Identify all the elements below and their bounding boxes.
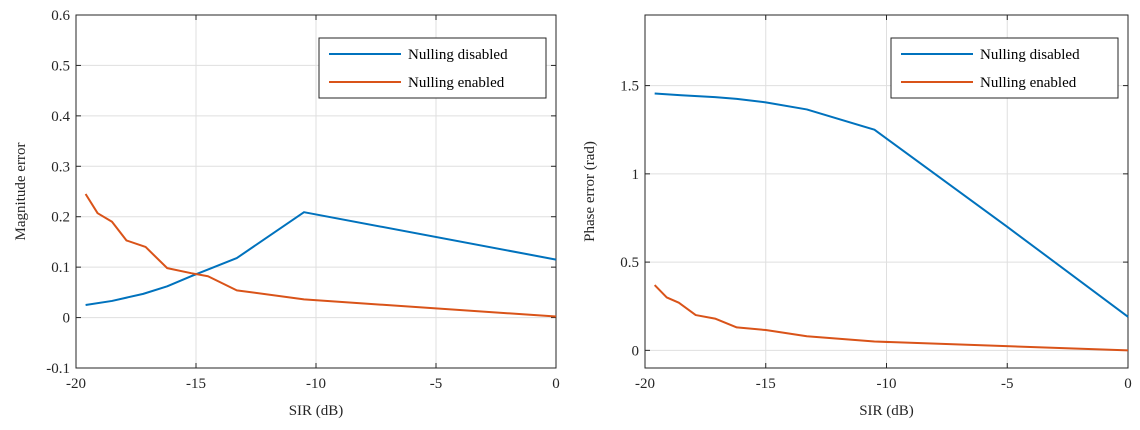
legend-entry: Nulling disabled (980, 47, 1080, 63)
y-axis-label: Phase error (rad) (582, 141, 598, 242)
series-line-nulling-enabled (653, 284, 1129, 352)
y-tick-label: 0.5 (620, 255, 639, 271)
series-line-nulling-disabled (654, 92, 1129, 318)
x-tick-label: -5 (1001, 376, 1014, 392)
y-tick-label: 0.5 (51, 58, 70, 74)
x-tick-label: -10 (877, 376, 897, 392)
legend-box (318, 37, 547, 99)
legend: Nulling disabled Nulling enabled (318, 37, 547, 99)
x-tick-label: -15 (756, 376, 776, 392)
y-tick-label: 0 (632, 343, 640, 359)
x-tick-label: 0 (552, 376, 560, 392)
x-axis-label: SIR (dB) (859, 403, 914, 419)
chart-panel-1: -20 -15 -10 -5 0 -0.1 0 0.1 0.2 0.3 0.4 0.5 0.6 SIR (… (13, 8, 560, 419)
series-line-nulling-enabled (84, 193, 557, 318)
x-axis-label: SIR (dB) (289, 403, 344, 419)
legend-box (890, 37, 1119, 99)
y-tick-label: 0.3 (51, 159, 70, 175)
y-tick-label: 0.2 (51, 210, 70, 226)
legend-entry: Nulling enabled (980, 75, 1077, 91)
legend: Nulling disabled Nulling enabled (890, 37, 1119, 99)
series-line-nulling-disabled (85, 211, 557, 306)
y-axis-label: Magnitude error (13, 143, 29, 241)
y-tick-label: 1.5 (620, 79, 639, 95)
y-tick-label: -0.1 (46, 361, 70, 377)
legend-entry: Nulling enabled (408, 75, 505, 91)
x-tick-label: -15 (186, 376, 206, 392)
x-tick-label: 0 (1124, 376, 1132, 392)
x-tick-label: -20 (66, 376, 86, 392)
legend-entry: Nulling disabled (408, 47, 508, 63)
chart-panel-2: -20 -15 -10 -5 0 0 0.5 1 1.5 SIR (dB) Phase error … (582, 14, 1132, 419)
x-tick-label: -5 (430, 376, 443, 392)
x-tick-label: -20 (635, 376, 655, 392)
y-tick-label: 1 (632, 167, 640, 183)
x-tick-label: -10 (306, 376, 326, 392)
y-tick-label: 0.1 (51, 260, 70, 276)
y-tick-label: 0.6 (51, 8, 70, 24)
y-tick-label: 0 (63, 311, 71, 327)
y-tick-label: 0.4 (51, 109, 70, 125)
